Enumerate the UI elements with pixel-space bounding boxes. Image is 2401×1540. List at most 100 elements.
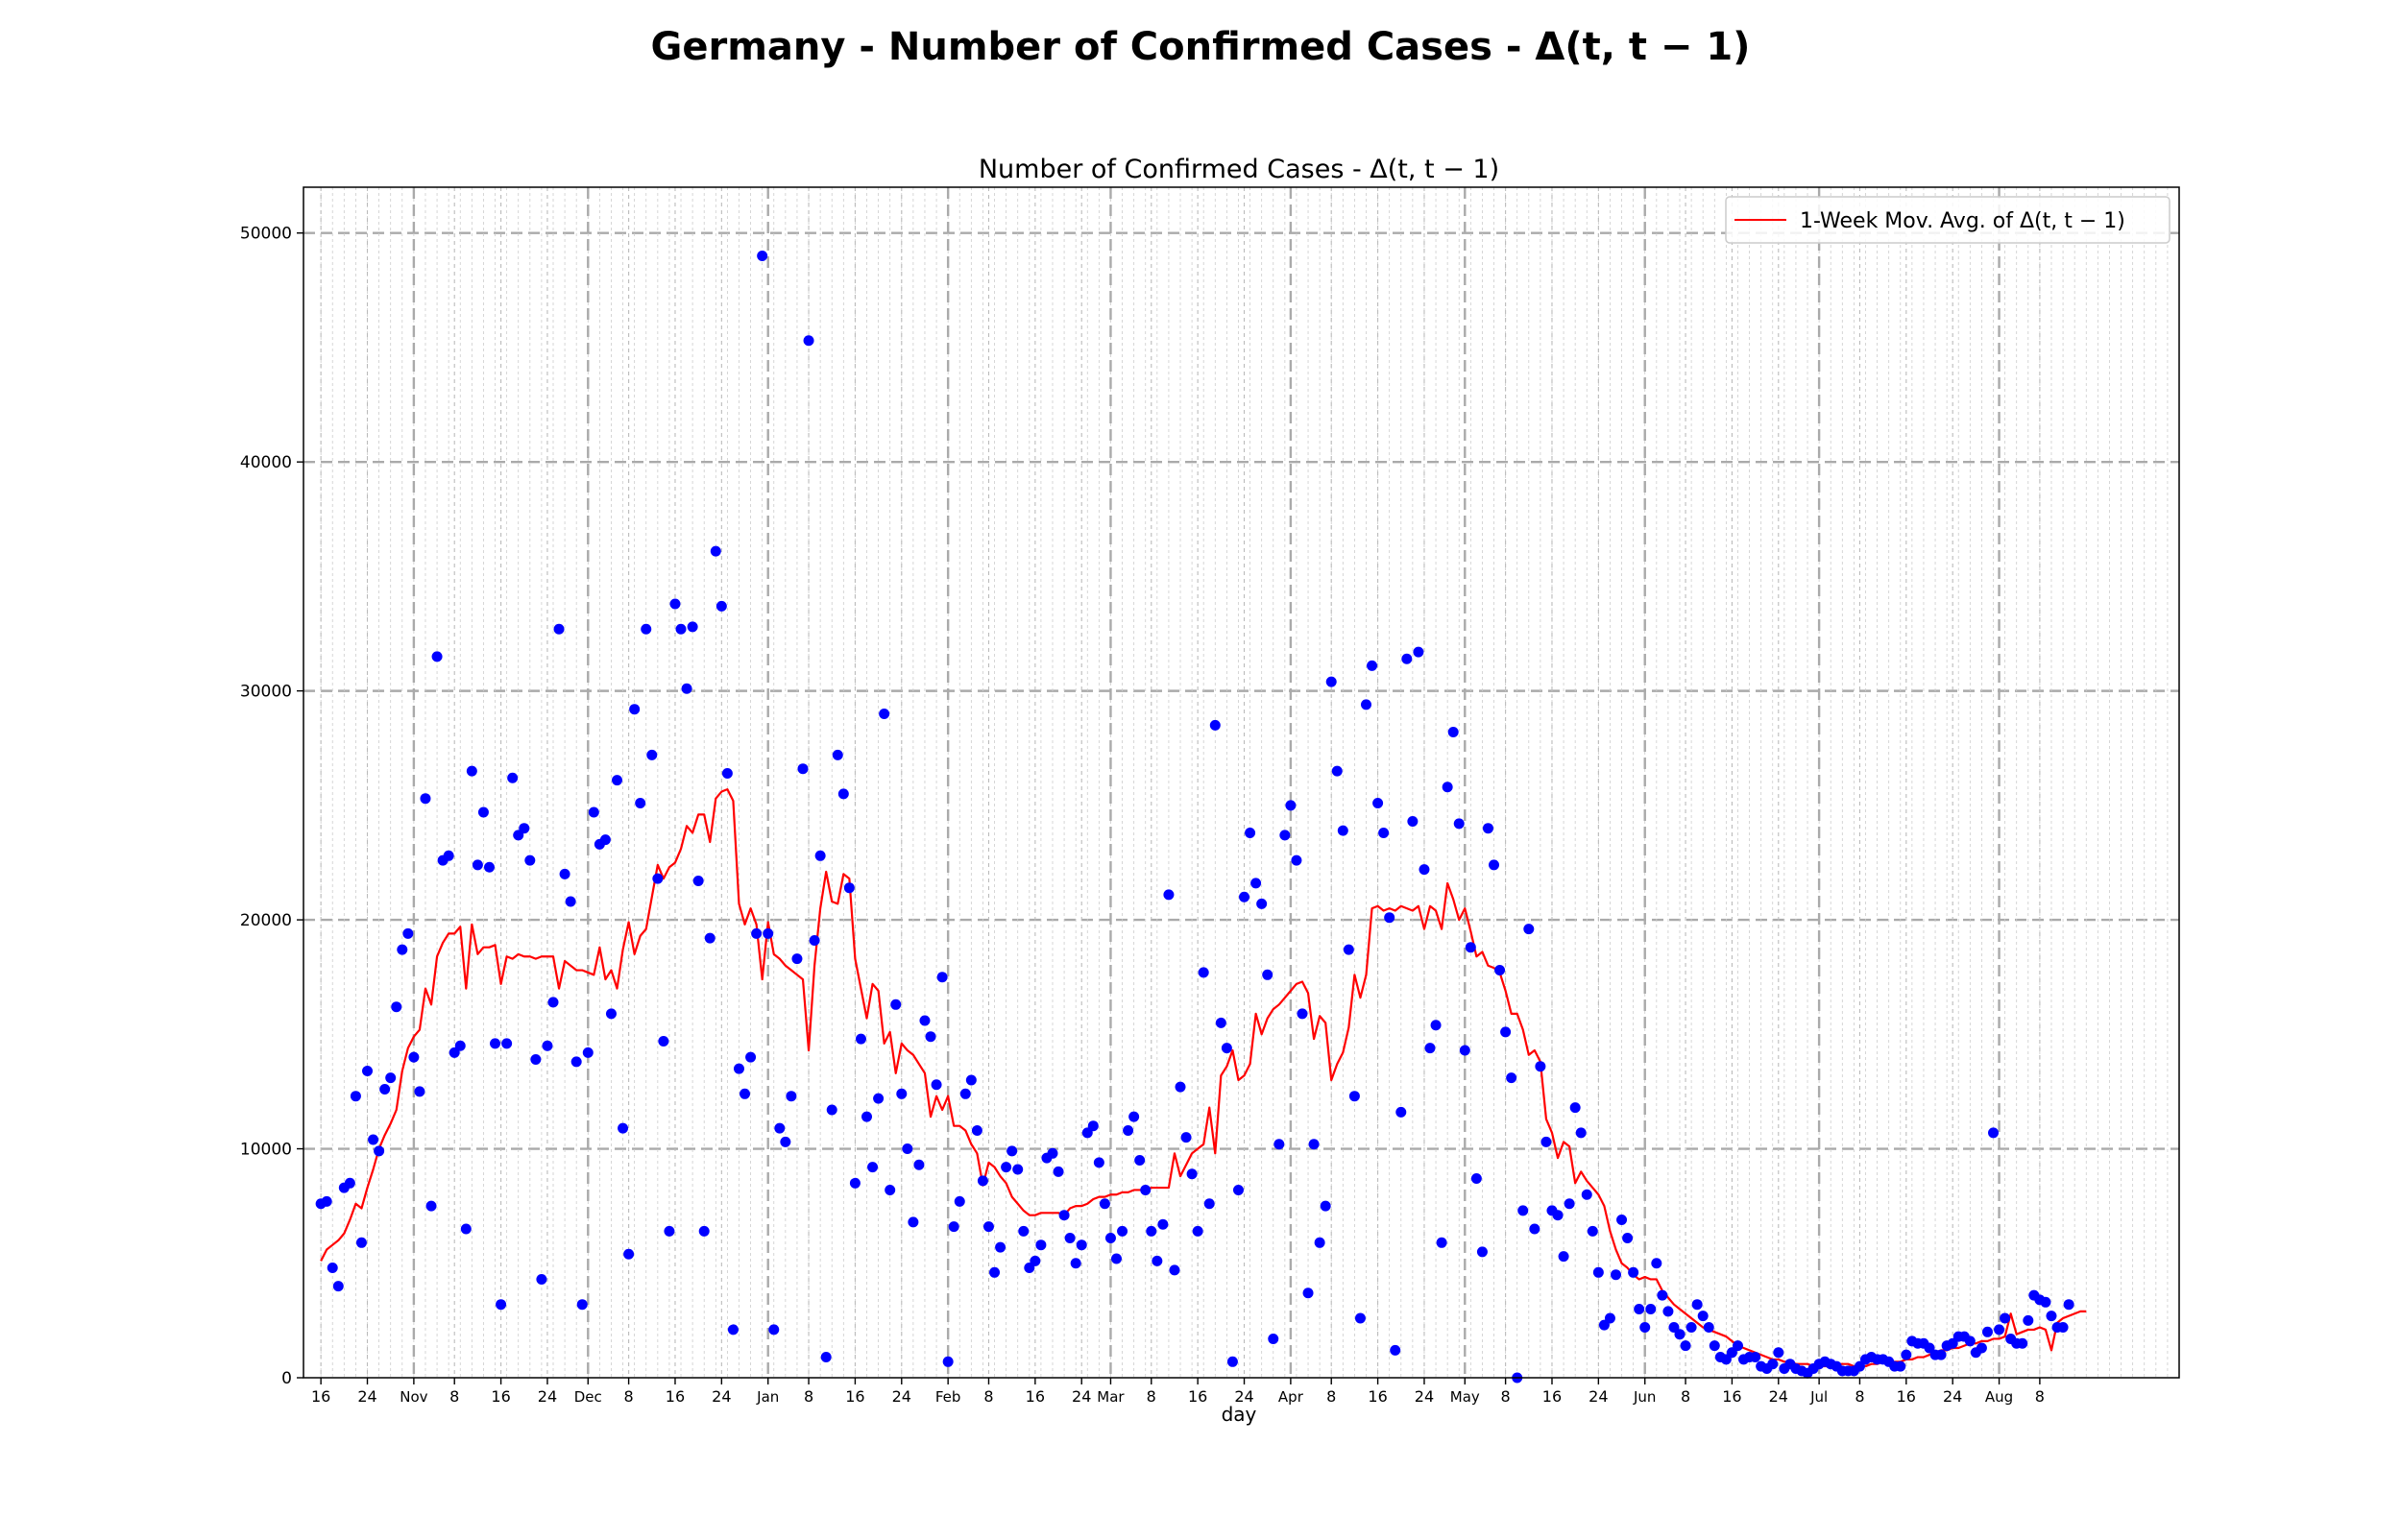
data-point bbox=[1489, 859, 1500, 871]
data-point bbox=[1018, 1225, 1030, 1237]
data-point bbox=[1337, 825, 1348, 836]
data-point bbox=[355, 1237, 367, 1248]
data-point bbox=[757, 251, 768, 262]
data-point bbox=[524, 854, 536, 866]
data-point bbox=[1012, 1164, 1024, 1175]
data-point bbox=[1947, 1337, 1958, 1349]
x-tick-label: 8 bbox=[1147, 1387, 1156, 1406]
data-point bbox=[1152, 1255, 1163, 1266]
data-point bbox=[472, 859, 483, 871]
data-point bbox=[1697, 1311, 1709, 1322]
data-point bbox=[1854, 1360, 1865, 1372]
data-point bbox=[565, 896, 576, 907]
data-point bbox=[669, 598, 681, 610]
data-point bbox=[1523, 924, 1535, 935]
data-point bbox=[1610, 1269, 1621, 1281]
data-point bbox=[715, 600, 727, 612]
data-point bbox=[420, 793, 431, 805]
data-point bbox=[879, 708, 890, 719]
data-point bbox=[2063, 1299, 2074, 1311]
data-point bbox=[2000, 1312, 2011, 1324]
x-tick-label: 8 bbox=[804, 1387, 813, 1406]
data-point bbox=[618, 1122, 629, 1134]
data-point bbox=[2017, 1337, 2028, 1349]
data-point bbox=[826, 1104, 837, 1116]
grid-lines bbox=[303, 187, 2179, 1378]
x-tick-label: 16 bbox=[1542, 1387, 1562, 1406]
data-point bbox=[1634, 1303, 1645, 1314]
data-point bbox=[1157, 1218, 1169, 1230]
data-point bbox=[1494, 965, 1506, 976]
data-point bbox=[786, 1091, 797, 1102]
data-point bbox=[1273, 1139, 1285, 1150]
data-point bbox=[919, 1015, 931, 1026]
data-point bbox=[559, 868, 570, 879]
x-tick-label: 24 bbox=[892, 1387, 911, 1406]
data-point bbox=[832, 749, 843, 760]
data-point bbox=[1424, 1043, 1436, 1054]
data-point bbox=[721, 767, 733, 779]
data-point bbox=[2023, 1314, 2034, 1326]
data-point bbox=[385, 1072, 397, 1084]
data-point bbox=[599, 834, 611, 846]
data-point bbox=[692, 876, 704, 887]
x-tick-label: 16 bbox=[311, 1387, 330, 1406]
y-tick-label: 0 bbox=[281, 1369, 292, 1388]
data-point bbox=[1558, 1251, 1569, 1263]
data-point bbox=[1686, 1322, 1697, 1334]
x-tick-label: Nov bbox=[400, 1388, 427, 1406]
data-point bbox=[925, 1031, 936, 1043]
x-tick-label: 8 bbox=[1681, 1387, 1690, 1406]
data-point bbox=[1203, 1198, 1215, 1210]
chart-legend: 1-Week Mov. Avg. of Δ(t, t − 1) bbox=[1725, 196, 2171, 244]
data-point bbox=[843, 882, 855, 894]
data-point bbox=[2040, 1296, 2051, 1308]
data-point bbox=[612, 775, 623, 786]
data-point bbox=[1465, 942, 1476, 953]
data-point bbox=[1506, 1072, 1517, 1084]
x-tick-label: 16 bbox=[1188, 1387, 1207, 1406]
data-point bbox=[1901, 1349, 1912, 1360]
data-point bbox=[1343, 944, 1354, 955]
data-point bbox=[861, 1111, 873, 1122]
data-point bbox=[379, 1084, 391, 1095]
x-axis-ticks: 16 24 Nov 8 16 24 Dec 8 16 24 Jan 8 16 24 Feb 8 16 24 Mar 8… bbox=[311, 1378, 2045, 1406]
x-tick-label: 8 bbox=[449, 1387, 459, 1406]
x-tick-label: 24 bbox=[1072, 1387, 1091, 1406]
data-point bbox=[1081, 1127, 1093, 1139]
x-tick-label: Dec bbox=[574, 1388, 602, 1406]
y-tick-label: 40000 bbox=[240, 453, 292, 472]
data-point bbox=[588, 806, 599, 818]
data-point bbox=[374, 1145, 385, 1157]
data-point bbox=[1140, 1184, 1152, 1195]
data-point bbox=[1981, 1326, 1993, 1337]
data-point bbox=[803, 335, 814, 347]
data-point bbox=[1419, 864, 1430, 876]
data-point bbox=[1639, 1322, 1651, 1334]
data-point bbox=[1651, 1258, 1662, 1269]
data-point bbox=[1720, 1354, 1732, 1365]
x-tick-label: 8 bbox=[2035, 1387, 2045, 1406]
data-point bbox=[362, 1065, 374, 1076]
data-point bbox=[733, 1063, 744, 1074]
data-point bbox=[1726, 1347, 1737, 1359]
data-point bbox=[507, 772, 519, 783]
y-axis-ticks: 0 10000 20000 30000 40000 50000 bbox=[240, 225, 303, 1388]
x-tick-label: 24 bbox=[1769, 1387, 1788, 1406]
data-point bbox=[1691, 1299, 1703, 1311]
data-point bbox=[490, 1038, 501, 1049]
data-point bbox=[1384, 912, 1395, 924]
data-point bbox=[675, 623, 687, 635]
data-point bbox=[1123, 1124, 1134, 1136]
x-tick-label: 8 bbox=[983, 1387, 993, 1406]
data-point bbox=[1291, 854, 1302, 866]
data-point bbox=[867, 1162, 879, 1173]
data-point bbox=[890, 999, 902, 1010]
data-point bbox=[1575, 1127, 1587, 1139]
x-tick-label: 16 bbox=[1897, 1387, 1916, 1406]
data-point bbox=[576, 1299, 588, 1311]
data-point bbox=[1430, 1020, 1442, 1031]
data-point bbox=[1175, 1081, 1186, 1093]
data-point bbox=[740, 1088, 751, 1099]
y-tick-label: 10000 bbox=[240, 1141, 292, 1160]
